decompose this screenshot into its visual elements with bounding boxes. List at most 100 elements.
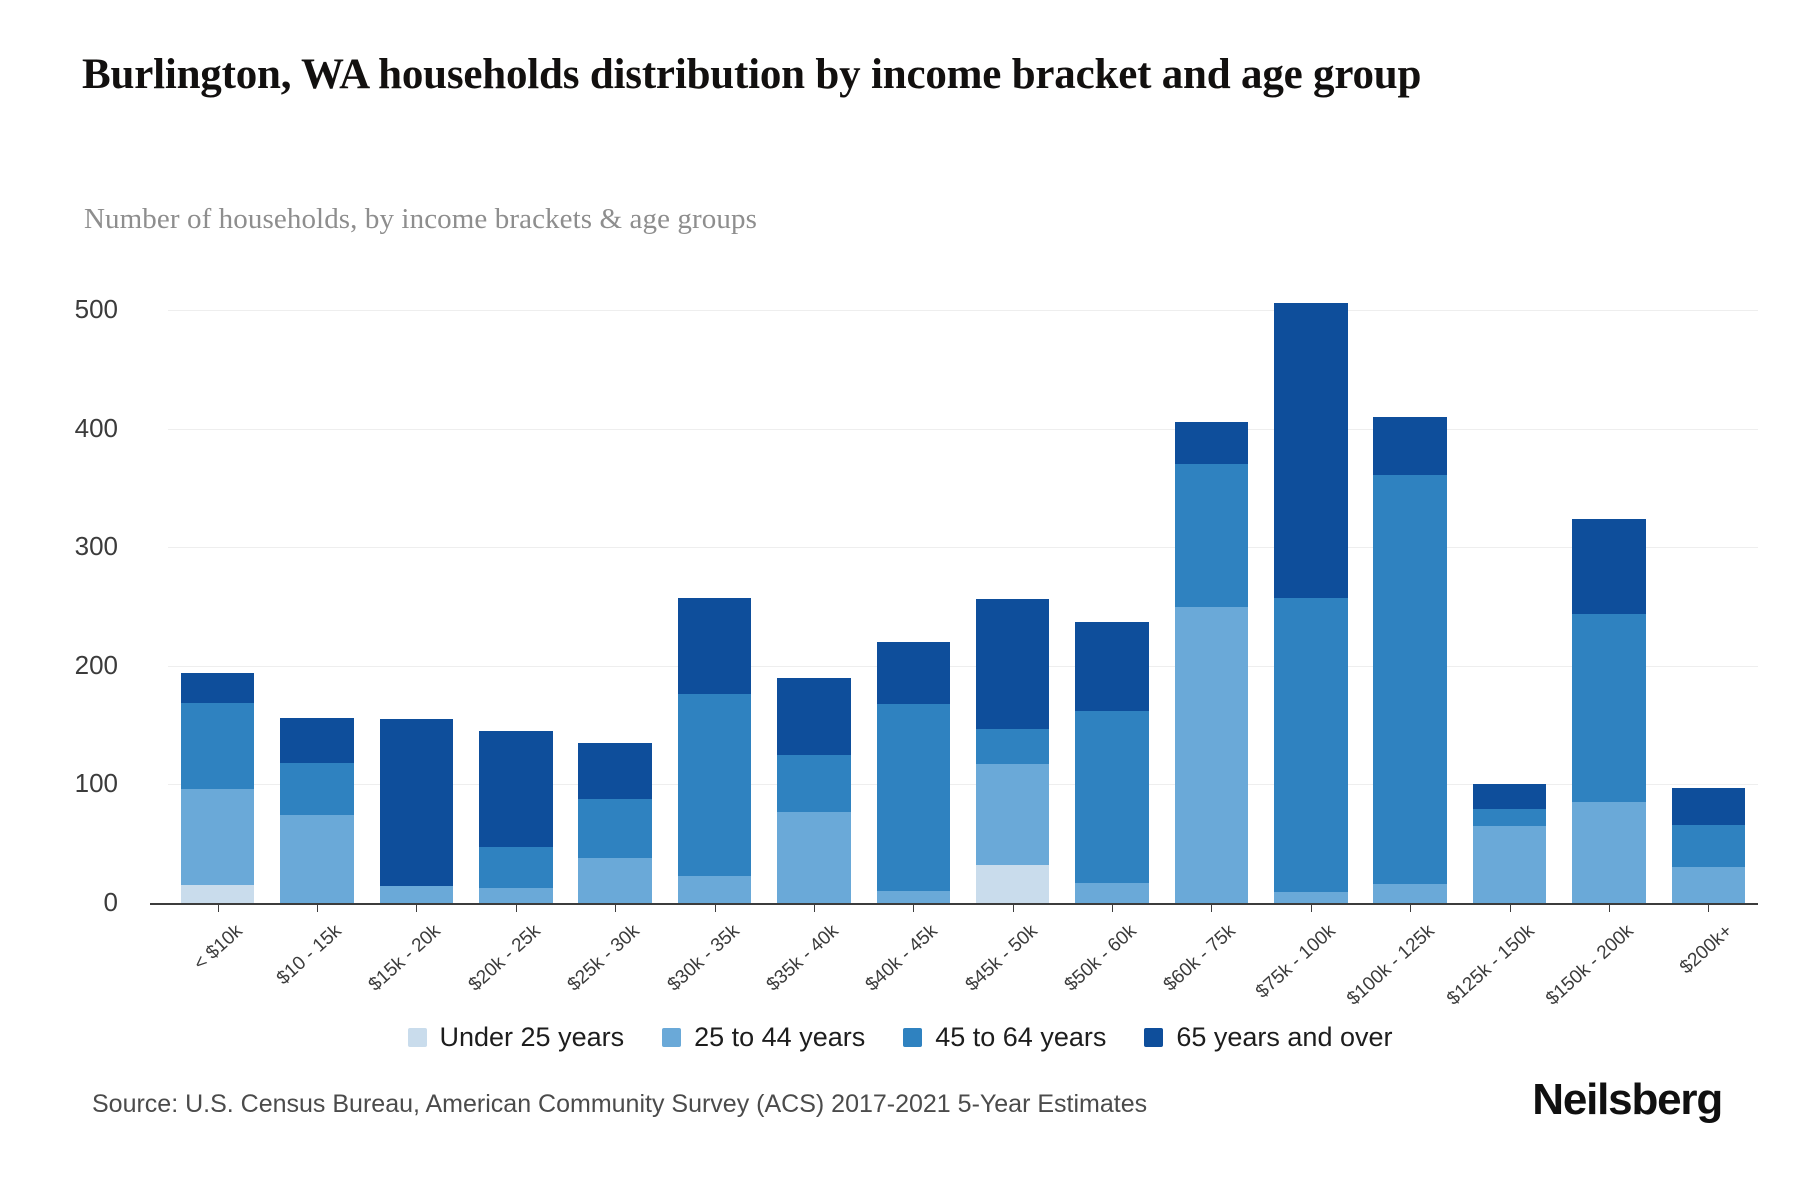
legend-item[interactable]: 25 to 44 years (662, 1022, 865, 1053)
bar-segment[interactable] (975, 599, 1050, 729)
bar-stack[interactable] (876, 642, 951, 903)
chart-plot-area: 0 100 200 300 400 500 < $10k $10 - 15k $15k - 2… (75, 294, 1758, 1010)
bar-stack[interactable] (479, 731, 553, 903)
bar-segment[interactable] (180, 672, 255, 703)
bar-segment[interactable] (677, 875, 752, 903)
bar-segment[interactable] (876, 703, 951, 892)
bar-segment[interactable] (1572, 802, 1646, 903)
bar-segment[interactable] (578, 798, 652, 858)
bar-segment[interactable] (1274, 892, 1348, 903)
bar-stack[interactable] (1472, 784, 1547, 903)
x-axis-tick (1112, 903, 1114, 912)
bar-segment[interactable] (1472, 825, 1547, 903)
y-axis-tick-label: 300 (74, 531, 118, 562)
gridline (168, 310, 1758, 311)
x-axis-tick (1211, 903, 1213, 912)
bar-segment[interactable] (379, 719, 454, 887)
x-axis-tick (1012, 903, 1014, 912)
x-axis-label: $25k - 30k (563, 920, 644, 996)
bar-segment[interactable] (578, 857, 652, 903)
bar-segment[interactable] (1075, 710, 1149, 883)
bar-segment[interactable] (876, 642, 951, 704)
legend-swatch-icon (662, 1028, 682, 1047)
bar-segment[interactable] (280, 763, 354, 816)
legend-label: 65 years and over (1176, 1022, 1393, 1052)
x-axis-tick (515, 903, 517, 912)
bar-segment[interactable] (677, 694, 752, 876)
bar-segment[interactable] (479, 731, 553, 848)
bar-segment[interactable] (975, 865, 1050, 903)
gridline (168, 665, 1758, 667)
legend-item[interactable]: 65 years and over (1144, 1022, 1393, 1053)
bar-segment[interactable] (280, 815, 354, 903)
bar-stack[interactable] (777, 677, 851, 903)
x-axis-tick (1708, 903, 1710, 912)
bar-stack[interactable] (1671, 787, 1746, 903)
bar-stack[interactable] (677, 598, 752, 903)
bar-segment[interactable] (578, 742, 652, 799)
x-axis-label: $50k - 60k (1060, 920, 1141, 996)
bar-stack[interactable] (280, 718, 354, 903)
bar-segment[interactable] (1174, 421, 1249, 465)
legend-item[interactable]: 45 to 64 years (903, 1022, 1106, 1053)
x-axis-label: $15k - 20k (365, 920, 446, 996)
bar-stack[interactable] (1274, 302, 1348, 903)
bar-segment[interactable] (1075, 882, 1149, 903)
bar-segment[interactable] (1671, 867, 1746, 903)
bar-segment[interactable] (777, 677, 851, 755)
bar-segment[interactable] (1671, 824, 1746, 868)
x-axis-tick (416, 903, 418, 912)
page-subtitle: Number of households, by income brackets… (84, 203, 757, 235)
legend-item[interactable]: Under 25 years (407, 1022, 624, 1053)
bar-segment[interactable] (379, 886, 454, 903)
x-axis-tick (615, 903, 617, 912)
bar-segment[interactable] (180, 789, 255, 886)
legend-swatch-icon (1144, 1028, 1164, 1047)
x-axis-label: $35k - 40k (762, 920, 843, 996)
bar-stack[interactable] (1174, 421, 1249, 903)
x-axis-label: $45k - 50k (961, 920, 1042, 996)
y-axis-tick-label: 200 (74, 649, 118, 680)
bar-stack[interactable] (578, 742, 652, 903)
bar-segment[interactable] (180, 702, 255, 790)
x-axis-tick (1608, 903, 1610, 912)
bar-stack[interactable] (1572, 518, 1646, 903)
bar-segment[interactable] (1472, 809, 1547, 826)
bar-stack[interactable] (1373, 416, 1447, 903)
bar-segment[interactable] (180, 885, 255, 903)
source-note: Source: U.S. Census Bureau, American Com… (92, 1090, 1148, 1118)
bar-segment[interactable] (479, 887, 553, 903)
bar-segment[interactable] (777, 754, 851, 812)
bar-segment[interactable] (280, 718, 354, 764)
bar-segment[interactable] (677, 598, 752, 695)
bar-segment[interactable] (777, 811, 851, 903)
bar-stack[interactable] (180, 672, 255, 903)
bar-segment[interactable] (975, 728, 1050, 765)
bar-segment[interactable] (1174, 464, 1249, 607)
gridline (168, 547, 1758, 549)
bar-segment[interactable] (1274, 302, 1348, 599)
bar-stack[interactable] (1075, 621, 1149, 903)
bar-segment[interactable] (1174, 606, 1249, 903)
x-axis-tick (1509, 903, 1511, 912)
x-axis-label: $10 - 15k (272, 920, 346, 990)
bar-segment[interactable] (1075, 621, 1149, 711)
bar-segment[interactable] (1373, 884, 1447, 903)
bar-segment[interactable] (1572, 613, 1646, 803)
bar-segment[interactable] (1373, 416, 1447, 475)
bar-segment[interactable] (876, 891, 951, 903)
y-axis-tick-label: 500 (74, 294, 118, 324)
x-axis-label: $150k - 200k (1541, 920, 1638, 1010)
bar-segment[interactable] (1572, 518, 1646, 614)
bar-segment[interactable] (1274, 598, 1348, 893)
x-axis-tick (1410, 903, 1412, 912)
bar-segment[interactable] (975, 764, 1050, 866)
bar-segment[interactable] (1671, 787, 1746, 825)
gridline (168, 428, 1758, 430)
bar-stack[interactable] (379, 719, 454, 903)
page-title: Burlington, WA households distribution b… (82, 51, 1422, 98)
bar-segment[interactable] (1373, 474, 1447, 885)
bar-segment[interactable] (1472, 784, 1547, 810)
bar-stack[interactable] (975, 599, 1050, 903)
bar-segment[interactable] (479, 847, 553, 888)
